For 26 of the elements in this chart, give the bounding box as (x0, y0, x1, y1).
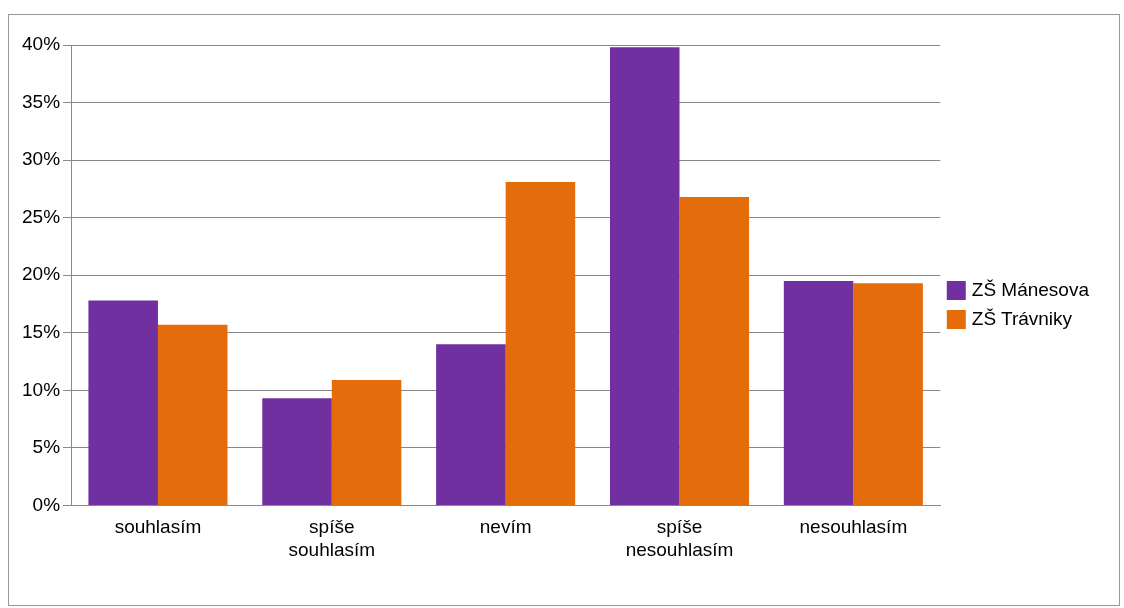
bar (853, 283, 923, 505)
y-tick-label: 0% (32, 493, 61, 515)
bar (157, 324, 228, 505)
legend-label: ZŠ Mánesova (971, 278, 1090, 300)
legend-label: ZŠ Trávniky (971, 307, 1073, 329)
x-tick-label: spíše nesouhlasím (625, 516, 734, 560)
y-tick-label: 40% (22, 33, 61, 55)
x-tick-label: souhlasím (114, 516, 202, 538)
x-tick-label: nesouhlasím (799, 516, 908, 538)
bar (783, 280, 854, 505)
y-tick-label: 20% (22, 263, 61, 285)
bar (505, 181, 576, 505)
bar (331, 379, 402, 505)
bar (262, 398, 332, 505)
bar (679, 196, 750, 505)
x-tick-label: spíše souhlasím (288, 516, 376, 560)
y-tick-label: 35% (22, 90, 61, 112)
y-tick-label: 25% (22, 205, 61, 227)
y-tick-label: 5% (32, 436, 61, 458)
y-tick-label: 30% (22, 148, 61, 170)
x-tick-label: nevím (479, 516, 532, 538)
y-tick-label: 15% (22, 320, 61, 342)
bar (436, 344, 506, 505)
bar (88, 300, 158, 505)
bar (609, 47, 680, 505)
y-tick-label: 10% (22, 378, 61, 400)
